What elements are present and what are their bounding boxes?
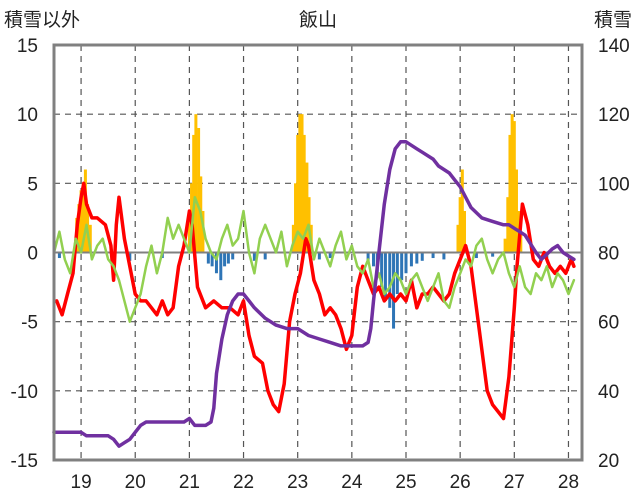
y-right-tick-label-5: 40	[598, 382, 619, 403]
bar-decrease-14	[328, 252, 332, 259]
bar-decrease-20	[388, 252, 392, 308]
bar-increase-17	[298, 114, 302, 253]
series-lines	[52, 140, 576, 448]
x-tick-label-0: 19	[71, 472, 92, 493]
bar-increase-16	[296, 134, 300, 253]
y-left-tick-label-6: -15	[11, 451, 38, 472]
bar-decrease-24	[404, 252, 408, 274]
bar-decrease-25	[409, 252, 413, 267]
bar-increase-13	[201, 211, 205, 253]
x-tick-label-7: 26	[450, 472, 471, 493]
right-axis-title: 積雪	[594, 9, 632, 31]
bar-increase-4	[83, 169, 87, 253]
bar-increase-26	[462, 211, 466, 253]
series-line-0	[54, 181, 576, 421]
tick-labels: 15 10 5 0 -5 -10 -15 140 120 100 80 60 40 20 19 20 21 22 2…	[11, 36, 630, 493]
bar-increase-2	[79, 190, 83, 253]
bar-increase-10	[194, 114, 198, 253]
bar-decrease-31	[491, 252, 495, 257]
bar-increase-3	[81, 183, 85, 253]
bar-increase-29	[508, 134, 512, 253]
bar-increase-23	[456, 224, 460, 253]
x-tick-label-2: 21	[179, 472, 200, 493]
bar-increase-20	[305, 162, 309, 253]
left-axis-title: 積雪以外	[4, 9, 80, 31]
bar-increase-30	[510, 114, 514, 253]
bar-decrease-29	[442, 252, 446, 260]
bar-decrease-22	[395, 252, 399, 294]
x-tick-label-1: 20	[125, 472, 146, 493]
bar-increase-1	[77, 204, 81, 253]
x-tick-label-9: 28	[558, 472, 579, 493]
bar-increase-19	[302, 134, 306, 253]
bar-increase-27	[503, 238, 507, 253]
grid	[54, 45, 582, 460]
bar-decrease-11	[252, 252, 256, 261]
y-left-tick-label-4: -5	[21, 313, 38, 334]
bar-decrease-16	[372, 252, 376, 267]
bar-decrease-21	[392, 252, 396, 329]
bar-decrease-9	[226, 252, 230, 264]
y-right-tick-label-1: 120	[598, 105, 630, 126]
y-right-tick-label-4: 60	[598, 313, 619, 334]
y-left-tick-label-1: 10	[17, 105, 38, 126]
bar-decrease-8	[223, 252, 227, 267]
bar-decrease-28	[431, 252, 435, 259]
plot-frame	[52, 43, 584, 462]
y-right-tick-label-3: 80	[598, 244, 619, 265]
bar-decrease-12	[263, 252, 267, 260]
bar-increase-11	[197, 128, 201, 253]
x-tick-label-6: 25	[395, 472, 416, 493]
bar-decrease-0	[57, 252, 61, 259]
bar-decrease-19	[383, 252, 387, 301]
y-right-tick-label-2: 100	[598, 174, 630, 195]
series-line-2	[52, 140, 576, 448]
bar-decrease-5	[210, 252, 214, 267]
x-tick-label-3: 22	[233, 472, 254, 493]
bar-decrease-26	[415, 252, 419, 264]
bar-decrease-15	[366, 252, 370, 261]
bar-increase-18	[300, 114, 304, 253]
x-tick-label-4: 23	[287, 472, 308, 493]
y-right-tick-label-0: 140	[598, 36, 630, 57]
bar-decrease-27	[420, 252, 424, 261]
bar-increase-6	[88, 224, 92, 253]
bar-decrease-23	[400, 252, 404, 281]
bar-increase-14	[291, 224, 295, 253]
bar-decrease-13	[317, 252, 321, 260]
bar-decrease-4	[206, 252, 210, 264]
bar-increase-7	[187, 217, 191, 253]
bar-increase-25	[460, 169, 464, 253]
x-tick-label-8: 27	[504, 472, 525, 493]
bar-increase-9	[192, 134, 196, 253]
bar-decrease-10	[231, 252, 235, 260]
bar-increase-15	[294, 183, 298, 253]
bar-increase-32	[514, 169, 518, 253]
y-left-tick-label-2: 5	[27, 174, 38, 195]
bar-decrease-18	[380, 252, 384, 288]
bar-decrease-7	[219, 252, 223, 281]
series-line-1	[52, 195, 576, 323]
y-right-tick-label-6: 20	[598, 451, 619, 472]
bar-decrease-2	[128, 252, 132, 261]
bar-decrease-6	[214, 252, 218, 274]
y-left-tick-label-3: 0	[27, 244, 38, 265]
bar-decrease-30	[474, 252, 478, 259]
y-left-tick-label-0: 15	[17, 36, 38, 57]
y-left-tick-label-5: -10	[11, 382, 38, 403]
chart-title: 飯山	[299, 9, 337, 31]
x-tick-label-5: 24	[341, 472, 363, 493]
bar-increase-31	[512, 121, 516, 253]
bar-increase-24	[458, 197, 462, 253]
